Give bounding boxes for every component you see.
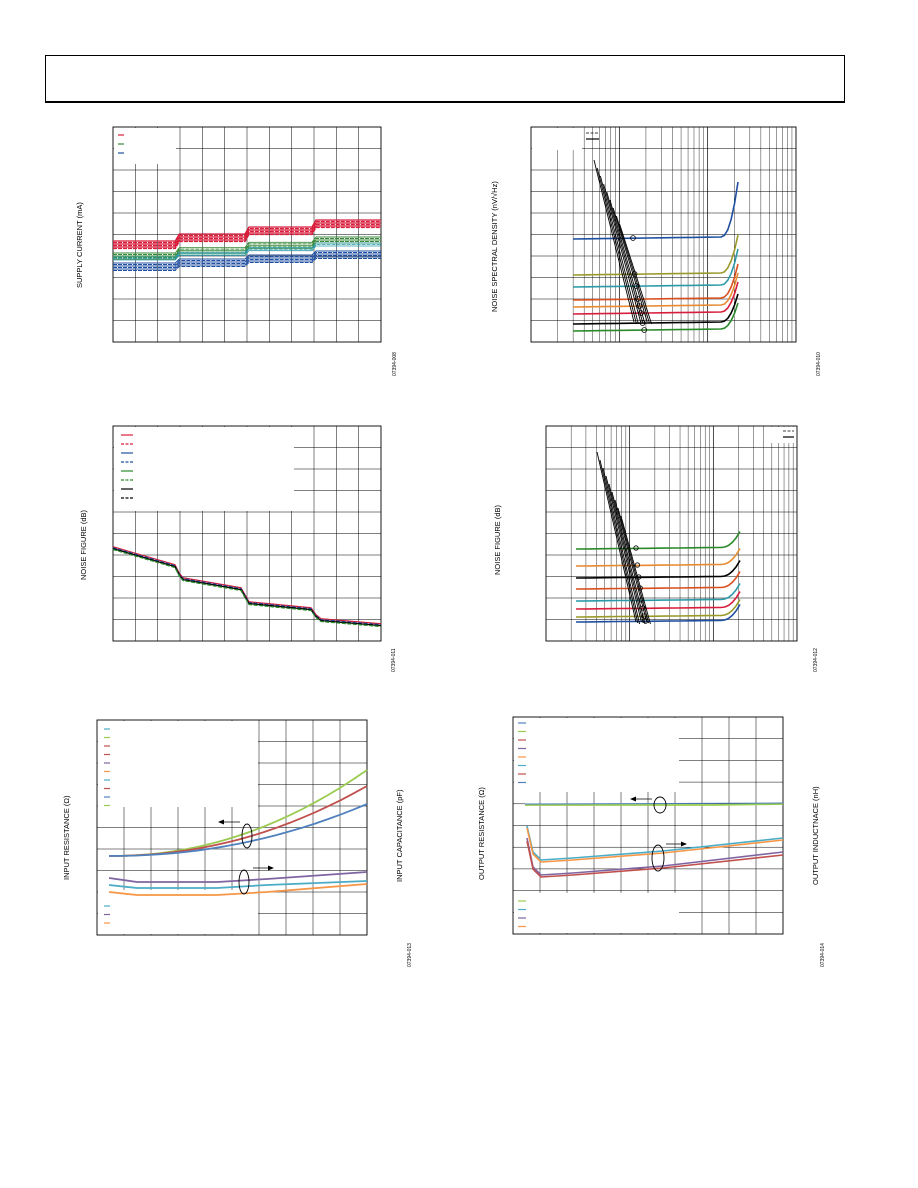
chart6-y2label: OUTPUT INDUCTNACE (nH): [811, 786, 820, 885]
chart6-resistance-line: [525, 803, 784, 806]
chart2-flicker-line: [619, 223, 653, 325]
chart4-flicker-line: [620, 515, 651, 625]
chart6-legend-box-bottom: [514, 893, 679, 933]
chart1-series-line: [113, 252, 381, 265]
chart1-figure-id: 07394-008: [392, 352, 398, 376]
chart2-legend-box: [532, 128, 582, 150]
chart5-group-ellipse-capacitance: [238, 869, 250, 895]
chart6-group-ellipse-inductance: [651, 844, 665, 872]
chart2-series-line: [572, 293, 739, 325]
chart2-flicker-line: [612, 207, 648, 323]
chart2-flicker-line: [609, 199, 646, 325]
chart1-series-line: [113, 256, 381, 270]
chart5-capacitance-line: [108, 871, 368, 883]
chart2-flicker-line: [615, 215, 650, 324]
chart6-group-ellipse-resistance: [653, 796, 667, 814]
chart1-series-line: [113, 225, 381, 248]
chart4-flicker-line: [608, 483, 644, 624]
chart4-flicker-line: [614, 499, 648, 623]
chart4-flicker-line: [599, 459, 639, 624]
chart2-ylabel: NOISE SPECTRAL DENSITY (nV/√Hz): [490, 181, 499, 312]
chart4-series-line: [575, 599, 741, 618]
chart5-group-ellipse-resistance: [241, 823, 253, 849]
chart2-series-line: [572, 248, 739, 288]
chart3-figure-id: 07394-011: [391, 648, 397, 672]
chart2-flicker-line: [593, 159, 635, 323]
chart4-series-line: [575, 560, 741, 579]
chart6-arrow-left-head: [630, 796, 636, 802]
chart4-series-line: [575, 583, 741, 602]
chart1-series-line: [113, 226, 381, 250]
chart5-ylabel: INPUT RESISTANCE (Ω): [62, 795, 71, 880]
chart2-flicker-line: [606, 191, 644, 324]
chart2-flicker-line: [596, 167, 637, 324]
chart1-series-line: [113, 250, 381, 264]
chart2-series-line: [572, 272, 739, 308]
chart1-series-line: [113, 222, 381, 245]
chart5-capacitance-line: [108, 883, 368, 896]
chart4-figure-id: 07394-012: [813, 648, 819, 672]
chart2-flicker-line: [603, 183, 642, 323]
chart4-flicker-line: [596, 451, 637, 623]
chart6-arrow-right-head: [681, 841, 687, 847]
chart2-series-line: [572, 181, 739, 240]
chart4-series-line: [575, 548, 741, 567]
chart1-series-line: [113, 236, 381, 254]
chart6-inductance-line: [526, 827, 784, 863]
chart4-series-line: [575, 531, 741, 550]
chart5-legend-box-top: [98, 721, 258, 807]
chart1-series-line: [113, 255, 381, 268]
chart2-flicker-line: [599, 175, 639, 325]
chart6-ylabel: OUTPUT RESISTANCE (Ω): [477, 787, 486, 880]
chart1-series-line: [113, 242, 381, 258]
chart4-corner-marker: [633, 545, 639, 551]
chart3-legend-box: [114, 427, 294, 511]
chart1-series-line: [113, 219, 381, 242]
chart4-legend-box: [767, 427, 796, 443]
chart6-inductance-line: [526, 840, 784, 878]
chart2-figure-id: 07394-010: [816, 352, 822, 376]
chart4-flicker-line: [617, 507, 650, 624]
chart4-series-line: [575, 604, 741, 623]
chart5-resistance-line: [108, 803, 368, 857]
chart4-corner-marker: [634, 562, 641, 568]
chart2-series-line: [572, 263, 739, 301]
chart5-capacitance-line: [108, 880, 368, 889]
page-header-box: [45, 55, 845, 103]
chart4-flicker-line: [602, 467, 641, 625]
chart1-series-line: [113, 253, 381, 267]
chart4-series-line: [575, 591, 741, 610]
chart5-legend-box-bottom: [98, 890, 258, 934]
chart5-figure-id: 07394-013: [407, 943, 413, 967]
chart2-series-line: [572, 302, 739, 332]
chart4-flicker-line: [611, 491, 646, 625]
chart4-ylabel: NOISE FIGURE (dB): [493, 504, 502, 575]
chart1-legend-box: [114, 128, 176, 164]
chart3-series-line: [112, 548, 382, 628]
chart4-flicker-line: [605, 475, 642, 623]
chart5-arrow-left-head: [218, 819, 224, 825]
chart5-y2label: INPUT CAPACITANCE (pF): [395, 789, 404, 882]
chart1-series-line: [113, 239, 381, 257]
chart4-series-line: [575, 571, 741, 590]
chart2-series-line: [572, 281, 739, 315]
chart1-series-line: [113, 244, 381, 259]
chart1-series-line: [113, 220, 381, 244]
chart6-figure-id: 07394-014: [820, 943, 826, 967]
chart2-series-line: [572, 234, 739, 276]
chart1-series-line: [113, 258, 381, 271]
chart5-arrow-right-head: [268, 865, 274, 871]
chart2-corner-marker: [630, 235, 636, 241]
chart1-series-line: [113, 238, 381, 255]
chart6-legend-box-top: [514, 718, 679, 792]
chart1-series-line: [113, 223, 381, 247]
chart1-series-line: [113, 245, 381, 261]
chart1-ylabel: SUPPLY CURRENT (mA): [75, 202, 84, 288]
chart3-ylabel: NOISE FIGURE (dB): [79, 509, 88, 580]
chart2-corner-marker: [641, 327, 647, 333]
